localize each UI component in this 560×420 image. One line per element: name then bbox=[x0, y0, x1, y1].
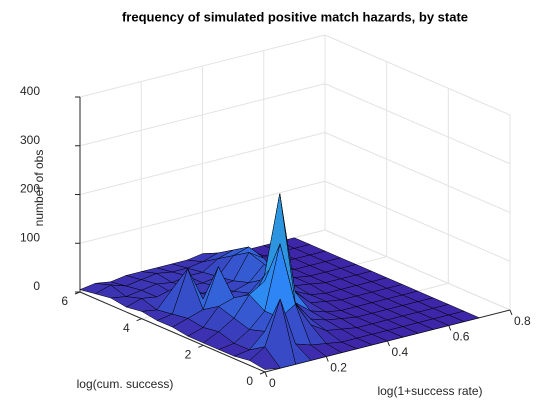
surface-face bbox=[249, 346, 281, 370]
grid-line bbox=[324, 83, 511, 165]
y-tick bbox=[198, 344, 204, 348]
y-tick-label: 4 bbox=[123, 321, 130, 335]
x-tick-label: 0 bbox=[269, 376, 276, 390]
grid-line bbox=[79, 34, 326, 98]
z-tick-label: 0 bbox=[33, 279, 40, 293]
z-tick-label: 200 bbox=[20, 182, 40, 196]
chart-title: frequency of simulated positive match ha… bbox=[122, 9, 468, 24]
grid-line bbox=[324, 229, 511, 311]
y-tick bbox=[259, 371, 266, 375]
grid-line bbox=[79, 180, 326, 244]
x-tick bbox=[325, 356, 329, 362]
y-axis-label: log(cum. success) bbox=[77, 377, 174, 391]
grid-line bbox=[324, 180, 511, 262]
y-tick-label: 2 bbox=[185, 348, 192, 362]
y-tick-label: 6 bbox=[61, 294, 68, 308]
x-tick-label: 0.2 bbox=[330, 361, 347, 375]
x-tick-label: 0.4 bbox=[392, 345, 409, 359]
axis-line bbox=[79, 291, 266, 373]
x-tick-label: 0.6 bbox=[453, 330, 470, 344]
grid-line bbox=[324, 132, 511, 213]
x-axis-label: log(1+success rate) bbox=[377, 384, 482, 398]
x-tick bbox=[509, 309, 513, 316]
grid-line bbox=[324, 34, 511, 116]
z-tick-label: 400 bbox=[20, 84, 40, 98]
x-tick bbox=[264, 371, 268, 378]
x-tick bbox=[448, 325, 452, 331]
y-tick bbox=[136, 318, 142, 322]
z-tick-label: 300 bbox=[20, 133, 40, 147]
z-tick-label: 100 bbox=[20, 230, 40, 244]
grid-line bbox=[79, 83, 326, 147]
x-tick bbox=[387, 340, 390, 347]
z-axis-label: number of obs bbox=[32, 150, 46, 227]
y-tick-label: 0 bbox=[246, 374, 253, 388]
x-tick-label: 0.8 bbox=[514, 314, 531, 328]
grid-line bbox=[79, 132, 326, 195]
